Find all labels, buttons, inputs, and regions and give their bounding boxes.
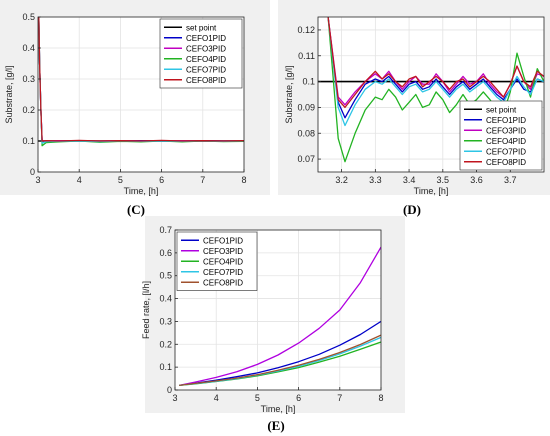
chart-c-series-5 bbox=[38, 17, 244, 142]
chart-d-legend-label-1: CEFO1PID bbox=[486, 116, 526, 125]
caption-d: (D) bbox=[402, 202, 422, 217]
chart-e-xtick-0: 3 bbox=[172, 393, 177, 403]
chart-d-ylabel: Substrate, [g/l] bbox=[284, 65, 294, 123]
chart-e-axes-box bbox=[174, 229, 382, 391]
chart-e-xtick-1: 4 bbox=[214, 393, 219, 403]
chart-c-ytick-4: 0.4 bbox=[22, 43, 35, 53]
chart-d-ytick-3: 0.1 bbox=[302, 77, 315, 87]
chart-d-legend-label-4: CEFO7PID bbox=[486, 147, 526, 156]
chart-panel-c: 3 4 5 6 7 8 0 0.1 0.2 0.3 0.4 0.5 Time, [h] Substrate… bbox=[0, 0, 270, 196]
chart-e-legend-label-3: CEFO7PID bbox=[203, 268, 243, 277]
chart-d-axes-box bbox=[317, 16, 545, 173]
chart-c-xtick-3: 6 bbox=[159, 175, 164, 185]
chart-d-xtick-2: 3.4 bbox=[403, 175, 416, 185]
chart-panel-d: 3.2 3.3 3.4 3.5 3.6 3.7 0.07 0.08 0.09 0.1 0.11 0.1… bbox=[278, 0, 550, 196]
chart-e-legend-label-0: CEFO1PID bbox=[203, 236, 243, 245]
chart-d-series-4 bbox=[327, 17, 544, 127]
chart-e-ytick-7: 0.7 bbox=[159, 225, 172, 235]
chart-c-ytick-0: 0 bbox=[30, 167, 35, 177]
chart-c-legend-label-3: CEFO4PID bbox=[186, 55, 226, 64]
chart-d-legend-label-2: CEFO3PID bbox=[486, 126, 526, 135]
chart-e-ytick-1: 0.1 bbox=[159, 362, 172, 372]
chart-e-ytick-2: 0.2 bbox=[159, 339, 172, 349]
chart-c-ylabel: Substrate, [g/l] bbox=[4, 65, 14, 123]
chart-c-svg: 3 4 5 6 7 8 0 0.1 0.2 0.3 0.4 0.5 Time, [h] Substrate… bbox=[4, 12, 247, 196]
chart-c-axes-box bbox=[37, 16, 245, 173]
chart-e-ylabel: Feed rate, [l/h] bbox=[141, 281, 151, 339]
chart-panel-e: 3 4 5 6 7 8 0 0.1 0.2 0.3 0.4 0.5 0.6 0.7 Time, [h] Fee… bbox=[141, 216, 405, 414]
chart-e-series-1 bbox=[178, 246, 381, 387]
chart-d-series-5 bbox=[327, 17, 544, 109]
chart-d-xtick-4: 3.6 bbox=[470, 175, 483, 185]
chart-d-series-group bbox=[318, 17, 544, 163]
chart-c-ytick-3: 0.3 bbox=[22, 74, 35, 84]
chart-d-xtick-3: 3.5 bbox=[437, 175, 450, 185]
chart-c-xtick-5: 8 bbox=[241, 175, 246, 185]
chart-d-ytick-5: 0.12 bbox=[297, 25, 315, 35]
chart-e-legend-label-1: CEFO3PID bbox=[203, 247, 243, 256]
chart-d-xtick-1: 3.3 bbox=[369, 175, 382, 185]
caption-e: (E) bbox=[267, 418, 285, 433]
chart-c-legend-label-4: CEFO7PID bbox=[186, 65, 226, 74]
chart-e-xtick-4: 7 bbox=[337, 393, 342, 403]
chart-e-ytick-0: 0 bbox=[167, 385, 172, 395]
chart-e-series-group bbox=[178, 246, 381, 387]
chart-e-ytick-5: 0.5 bbox=[159, 271, 172, 281]
chart-d-ytick-1: 0.08 bbox=[297, 128, 315, 138]
chart-d-series-3 bbox=[327, 17, 544, 163]
chart-d-legend-label-3: CEFO4PID bbox=[486, 137, 526, 146]
chart-d-legend-label-5: CEFO8PID bbox=[486, 158, 526, 167]
chart-c-xtick-2: 5 bbox=[118, 175, 123, 185]
chart-d-xtick-5: 3.7 bbox=[504, 175, 517, 185]
chart-e-series-4 bbox=[179, 334, 381, 387]
chart-d-ytick-4: 0.11 bbox=[298, 51, 315, 61]
chart-d-legend-label-0: set point bbox=[486, 105, 517, 114]
chart-e-xlabel: Time, [h] bbox=[261, 404, 296, 414]
chart-c-xtick-0: 3 bbox=[35, 175, 40, 185]
chart-c-legend-label-5: CEFO8PID bbox=[186, 76, 226, 85]
chart-d-legend bbox=[459, 100, 543, 171]
caption-c: (C) bbox=[126, 202, 146, 217]
chart-c-xtick-1: 4 bbox=[77, 175, 82, 185]
chart-c-legend-label-1: CEFO1PID bbox=[186, 34, 226, 43]
chart-d-ytick-2: 0.09 bbox=[297, 102, 315, 112]
chart-c-ytick-2: 0.2 bbox=[22, 105, 35, 115]
chart-e-svg: 3 4 5 6 7 8 0 0.1 0.2 0.3 0.4 0.5 0.6 0.7 Time, [h] Fee… bbox=[141, 225, 384, 414]
chart-c-xtick-4: 7 bbox=[200, 175, 205, 185]
chart-e-xtick-2: 5 bbox=[255, 393, 260, 403]
chart-e-ytick-4: 0.4 bbox=[159, 294, 172, 304]
chart-c-ytick-1: 0.1 bbox=[22, 136, 35, 146]
chart-c-xlabel: Time, [h] bbox=[124, 186, 159, 196]
chart-e-xtick-3: 6 bbox=[296, 393, 301, 403]
chart-d-ytick-0: 0.07 bbox=[297, 154, 315, 164]
chart-c-ytick-5: 0.5 bbox=[22, 12, 35, 22]
chart-e-xtick-5: 8 bbox=[378, 393, 383, 403]
chart-c-series-group bbox=[38, 17, 244, 147]
chart-d-xtick-0: 3.2 bbox=[335, 175, 348, 185]
chart-c-legend-label-2: CEFO3PID bbox=[186, 44, 226, 53]
chart-c-legend-label-0: set point bbox=[186, 23, 217, 32]
chart-e-legend-label-2: CEFO4PID bbox=[203, 257, 243, 266]
chart-e-ytick-6: 0.6 bbox=[159, 248, 172, 258]
chart-c-legend bbox=[159, 18, 243, 89]
chart-e-legend-label-4: CEFO8PID bbox=[203, 278, 243, 287]
chart-d-svg: 3.2 3.3 3.4 3.5 3.6 3.7 0.07 0.08 0.09 0.1 0.11 0.1… bbox=[284, 16, 545, 196]
chart-e-ytick-3: 0.3 bbox=[159, 316, 172, 326]
chart-d-xlabel: Time, [h] bbox=[414, 186, 449, 196]
